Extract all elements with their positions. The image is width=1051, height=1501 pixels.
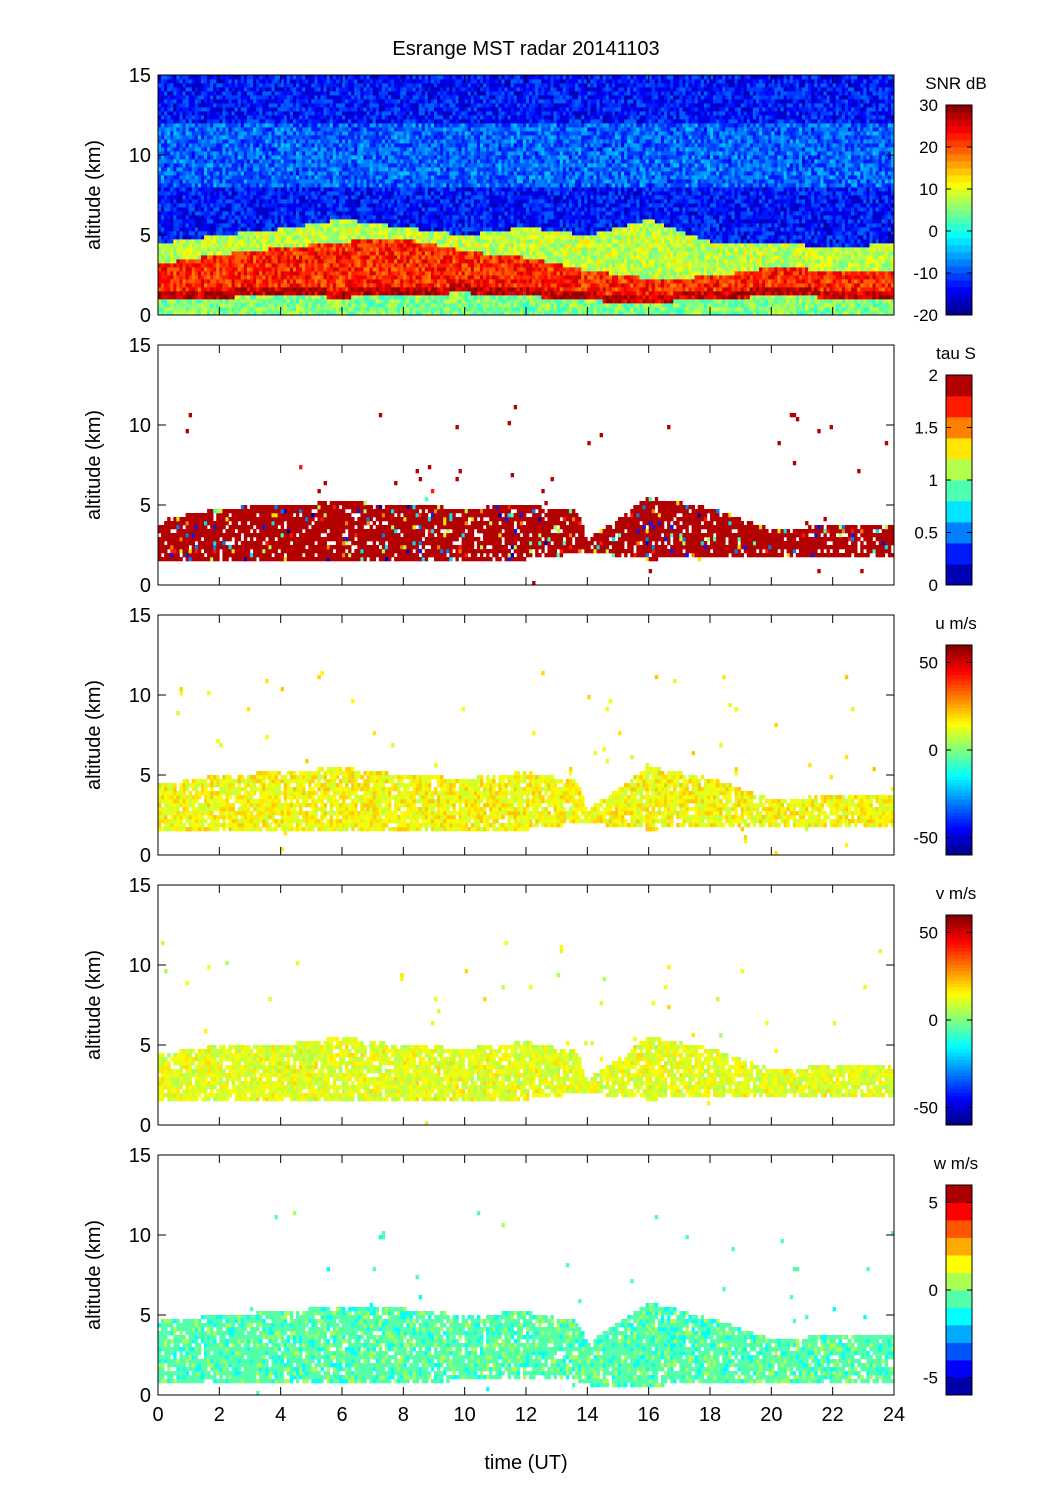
colorbar-tick-label: -50 (913, 1099, 938, 1118)
colorbar-tick-label: -5 (923, 1369, 938, 1388)
colorbar-tick-label: 20 (919, 138, 938, 157)
colorbar-tick-label: -50 (913, 829, 938, 848)
y-tick-label: 0 (140, 1115, 151, 1137)
colorbar-tick-label: 0 (929, 741, 938, 760)
x-tick-label: 2 (214, 1404, 225, 1426)
panel-v: 0 5 10 15 altitude (km) 50 0 -50 v m/s (83, 875, 976, 1137)
y-tick-label: 0 (140, 1385, 151, 1407)
x-tick-label: 20 (760, 1404, 782, 1426)
x-tick-label: 12 (515, 1404, 537, 1426)
y-tick-label: 5 (140, 1305, 151, 1327)
heatmap-tau (158, 405, 894, 585)
colorbar-SNR: 30 20 10 0 -10 -20 SNR dB (913, 74, 986, 325)
heatmap-v (158, 941, 894, 1125)
x-tick-label: 6 (336, 1404, 347, 1426)
x-tick-label: 24 (883, 1404, 905, 1426)
x-tick-label: 16 (638, 1404, 660, 1426)
colorbar-tick-label: 0 (929, 1011, 938, 1030)
y-tick-label: 10 (129, 1225, 151, 1247)
x-tick-label: 14 (576, 1404, 598, 1426)
y-tick-label: 0 (140, 845, 151, 867)
panel-tau: 0 5 10 15 altitude (km) 2 1.5 1 0.5 0 tau S (83, 335, 976, 597)
colorbar-label: w m/s (933, 1154, 978, 1173)
colorbar-tick-label: 0.5 (914, 524, 938, 543)
heatmap-SNR (158, 75, 894, 315)
y-tick-label: 15 (129, 875, 151, 897)
colorbar-v: 50 0 -50 v m/s (913, 884, 976, 1125)
x-tick-label: 4 (275, 1404, 286, 1426)
x-tick-label: 10 (454, 1404, 476, 1426)
x-tick-label: 22 (822, 1404, 844, 1426)
colorbar-label: u m/s (935, 614, 977, 633)
x-tick-label: 18 (699, 1404, 721, 1426)
colorbar-tau: 2 1.5 1 0.5 0 tau S (914, 344, 975, 595)
y-tick-label: 10 (129, 145, 151, 167)
heatmap-w (158, 1211, 894, 1395)
colorbar-w: 5 0 -5 w m/s (923, 1154, 978, 1395)
colorbar-label: v m/s (936, 884, 977, 903)
x-axis-label: time (UT) (484, 1452, 567, 1474)
chart-title: Esrange MST radar 20141103 (392, 38, 659, 60)
y-tick-label: 5 (140, 225, 151, 247)
y-axis-label: altitude (km) (83, 680, 105, 790)
colorbar-tick-label: -20 (913, 306, 938, 325)
colorbar-tick-label: 5 (929, 1194, 938, 1213)
colorbar-tick-label: 50 (919, 654, 938, 673)
x-tick-label: 0 (152, 1404, 163, 1426)
colorbar-tick-label: -10 (913, 264, 938, 283)
y-tick-label: 0 (140, 305, 151, 327)
y-tick-label: 5 (140, 765, 151, 787)
panel-SNR: 0 5 10 15 altitude (km) 30 20 10 0 -10 -20 SNR dB (83, 65, 987, 327)
y-tick-label: 5 (140, 495, 151, 517)
y-tick-label: 0 (140, 575, 151, 597)
y-tick-label: 10 (129, 415, 151, 437)
y-tick-label: 10 (129, 685, 151, 707)
y-tick-label: 5 (140, 1035, 151, 1057)
colorbar-tick-label: 50 (919, 924, 938, 943)
y-tick-label: 10 (129, 955, 151, 977)
y-tick-label: 15 (129, 605, 151, 627)
y-tick-label: 15 (129, 1145, 151, 1167)
y-axis-label: altitude (km) (83, 140, 105, 250)
colorbar-tick-label: 2 (929, 366, 938, 385)
x-tick-label: 8 (398, 1404, 409, 1426)
y-axis-label: altitude (km) (83, 410, 105, 520)
colorbar-tick-label: 10 (919, 180, 938, 199)
y-axis-label: altitude (km) (83, 1220, 105, 1330)
colorbar-tick-label: 0 (929, 222, 938, 241)
colorbar-tick-label: 0 (929, 1281, 938, 1300)
y-tick-label: 15 (129, 65, 151, 87)
panel-u: 0 5 10 15 altitude (km) 50 0 -50 u m/s (83, 605, 977, 867)
y-axis-label: altitude (km) (83, 950, 105, 1060)
colorbar-tick-label: 0 (929, 576, 938, 595)
y-tick-label: 15 (129, 335, 151, 357)
colorbar-tick-label: 30 (919, 96, 938, 115)
heatmap-u (158, 671, 894, 855)
colorbar-label: tau S (936, 344, 976, 363)
colorbar-u: 50 0 -50 u m/s (913, 614, 976, 855)
colorbar-tick-label: 1.5 (914, 419, 938, 438)
colorbar-tick-label: 1 (929, 471, 938, 490)
colorbar-label: SNR dB (925, 74, 986, 93)
